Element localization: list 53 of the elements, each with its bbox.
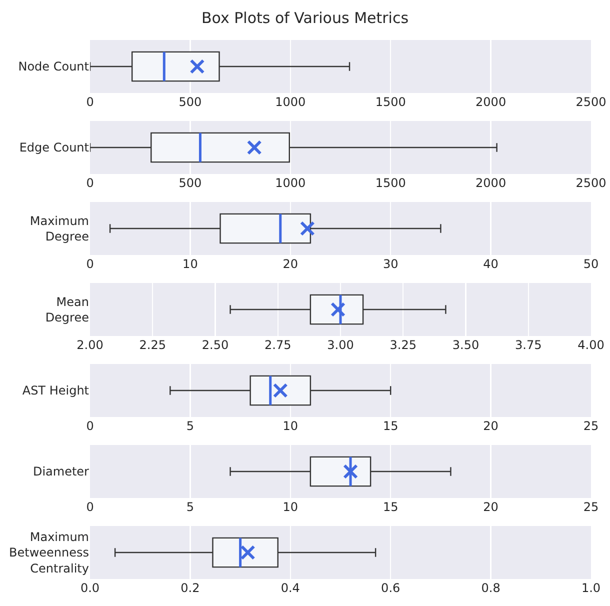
x-tick-label: 20: [282, 257, 298, 271]
x-tick-label: 10: [182, 257, 198, 271]
x-tick-label: 5: [186, 419, 194, 433]
x-tick-label: 1.0: [581, 581, 601, 595]
x-tick-label: 2500: [576, 95, 606, 109]
y-tick-label: AST Height: [22, 384, 90, 398]
x-tick-label: 3.50: [452, 338, 480, 352]
x-tick-label: 2000: [476, 176, 506, 190]
x-tick-label: 0: [86, 95, 94, 109]
x-tick-label: 0.6: [381, 581, 400, 595]
x-tick-label: 4.00: [578, 338, 604, 352]
chart-title: Box Plots of Various Metrics: [200, 8, 410, 29]
x-tick-label: 15: [382, 419, 398, 433]
x-tick-label: 0.8: [481, 581, 500, 595]
y-tick-label: Diameter: [32, 464, 90, 479]
x-tick-label: 5: [186, 500, 194, 514]
x-tick-label: 3.00: [327, 338, 354, 352]
x-tick-label: 20: [483, 500, 498, 514]
x-tick-label: 0.0: [80, 581, 100, 595]
x-tick-label: 2.25: [139, 338, 166, 352]
y-tick-label: Mean Degree: [45, 294, 89, 324]
x-tick-label: 10: [282, 500, 298, 514]
x-tick-label: 2.00: [76, 338, 104, 352]
x-tick-label: 25: [583, 500, 599, 514]
x-tick-label: 40: [483, 257, 498, 271]
x-tick-label: 2500: [576, 176, 606, 190]
x-tick-label: 500: [178, 95, 202, 109]
x-tick-label: 10: [282, 419, 298, 433]
x-tick-label: 0: [86, 257, 94, 271]
x-tick-label: 30: [382, 257, 398, 271]
x-tick-label: 15: [382, 500, 398, 514]
x-tick-label: 1500: [375, 176, 406, 190]
y-tick-label: Maximum Betweenness Centrality: [9, 530, 89, 576]
x-tick-label: 3.75: [515, 338, 542, 352]
x-tick-label: 500: [178, 176, 202, 190]
x-tick-label: 2000: [476, 95, 506, 109]
x-tick-label: 50: [583, 257, 599, 271]
x-tick-label: 3.25: [390, 338, 416, 352]
x-tick-label: 1500: [375, 95, 406, 109]
x-tick-label: 0: [86, 419, 94, 433]
x-tick-label: 0: [86, 176, 94, 190]
x-tick-label: 1000: [275, 95, 306, 109]
x-tick-label: 2.75: [264, 338, 292, 352]
x-tick-label: 2.50: [202, 338, 229, 352]
x-tick-label: 1000: [275, 176, 306, 190]
x-tick-label: 0: [86, 500, 94, 514]
y-tick-label: Edge Count: [19, 140, 90, 155]
x-tick-label: 0.2: [180, 581, 200, 595]
y-tick-label: Node Count: [18, 60, 90, 74]
x-tick-label: 0.4: [280, 581, 300, 595]
x-tick-label: 20: [483, 419, 498, 433]
y-tick-label: Maximum Degree: [30, 214, 89, 244]
x-tick-label: 25: [583, 419, 599, 433]
